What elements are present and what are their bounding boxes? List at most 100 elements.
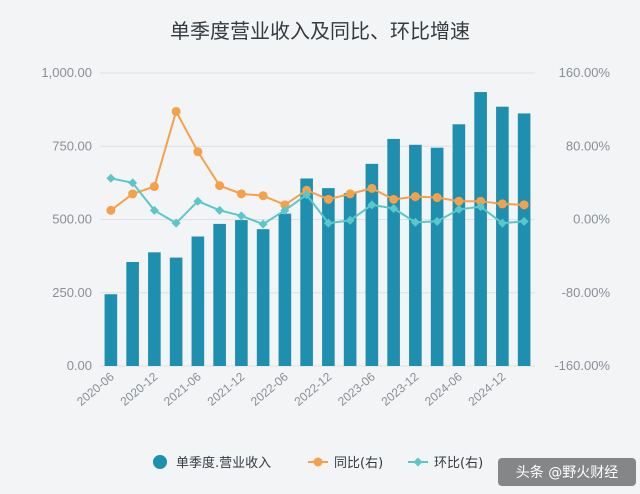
- right-tick-label: 80.00%: [566, 138, 611, 153]
- yoy-point: [476, 196, 486, 206]
- revenue-bar: [452, 124, 466, 367]
- qoq-point: [171, 218, 181, 228]
- yoy-point: [215, 181, 225, 191]
- qoq-point: [410, 217, 420, 227]
- revenue-bar: [278, 213, 292, 366]
- qoq-point: [236, 211, 246, 221]
- growth-lines: [106, 106, 529, 229]
- qoq-point: [454, 204, 464, 214]
- yoy-point: [236, 189, 246, 199]
- x-tick-label: 2020-06: [74, 369, 117, 408]
- qoq-point: [497, 218, 507, 228]
- revenue-bar: [148, 252, 161, 366]
- legend-marker-revenue: [153, 455, 167, 469]
- right-tick-label: -160.00%: [554, 358, 610, 373]
- chart-title: 单季度营业收入及同比、环比增速: [170, 19, 470, 43]
- yoy-point: [323, 194, 333, 204]
- left-tick-label: 500.00: [52, 212, 92, 227]
- yoy-point: [410, 192, 420, 202]
- x-tick-label: 2020-12: [118, 369, 161, 408]
- revenue-bar: [474, 92, 487, 367]
- qoq-point: [432, 216, 442, 226]
- legend-marker-qoq: [413, 457, 423, 467]
- revenue-bar: [517, 113, 531, 367]
- yoy-point: [432, 193, 442, 203]
- qoq-point: [215, 205, 225, 215]
- qoq-point: [149, 205, 159, 215]
- left-tick-label: 1,000.00: [41, 65, 92, 80]
- watermark: 头条 @野火财经: [498, 458, 636, 486]
- left-tick-label: 0.00: [67, 358, 92, 373]
- yoy-point: [497, 199, 507, 209]
- revenue-bars: [104, 92, 531, 367]
- right-tick-label: 160.00%: [559, 65, 611, 80]
- legend-label: 同比(右): [334, 456, 383, 471]
- x-tick-label: 2022-12: [292, 369, 335, 408]
- x-axis-ticks: 2020-06 2020-12 2021-06 2021-12 2022-06 2022-…: [74, 369, 508, 408]
- qoq-point: [345, 215, 355, 225]
- qoq-point: [193, 196, 203, 206]
- revenue-bar: [126, 261, 139, 366]
- yoy-point: [367, 183, 377, 193]
- legend-marker-yoy: [313, 457, 323, 467]
- qoq-point: [280, 205, 290, 215]
- yoy-point: [280, 200, 290, 210]
- yoy-point: [345, 189, 355, 199]
- qoq-point: [476, 202, 486, 212]
- revenue-bar: [191, 236, 205, 366]
- yoy-point: [149, 182, 159, 192]
- left-tick-label: 250.00: [52, 285, 92, 300]
- x-tick-label: 2024-06: [422, 369, 465, 408]
- qoq-point: [302, 190, 312, 200]
- revenue-bar: [409, 144, 422, 366]
- yoy-point: [302, 185, 312, 195]
- revenue-bar: [496, 106, 509, 366]
- yoy-point: [128, 189, 138, 199]
- x-tick-label: 2023-12: [379, 369, 422, 408]
- qoq-point: [389, 204, 399, 214]
- yoy-point: [171, 106, 181, 116]
- yoy-point: [519, 200, 529, 210]
- yoy-point: [258, 191, 268, 201]
- revenue-bar: [322, 188, 335, 366]
- watermark-text: 头条 @野火财经: [516, 464, 618, 481]
- qoq-point: [258, 219, 268, 229]
- legend-label: 单季度.营业收入: [176, 455, 271, 471]
- watermark-background: [498, 458, 636, 486]
- revenue-bar: [104, 294, 118, 366]
- right-tick-label: 0.00%: [573, 212, 610, 227]
- qoq-line: [110, 177, 525, 226]
- gridlines: [100, 72, 535, 367]
- revenue-bar: [256, 229, 270, 366]
- revenue-bar: [213, 223, 226, 366]
- right-tick-label: -80.00%: [562, 285, 611, 300]
- qoq-point: [367, 200, 377, 210]
- qoq-point: [323, 218, 333, 228]
- revenue-bar: [430, 147, 444, 366]
- left-tick-label: 750.00: [52, 138, 92, 153]
- revenue-bar: [365, 163, 379, 366]
- legend-label: 环比(右): [434, 456, 483, 471]
- qoq-point: [128, 178, 138, 188]
- revenue-bar: [387, 138, 400, 366]
- x-tick-label: 2022-06: [248, 369, 291, 408]
- revenue-bar: [169, 257, 183, 366]
- x-tick-label: 2021-12: [205, 369, 248, 408]
- x-tick-label: 2023-06: [335, 369, 378, 408]
- revenue-bar: [300, 178, 313, 366]
- revenue-bar: [343, 193, 357, 366]
- qoq-point: [519, 216, 529, 226]
- legend: 单季度.营业收入 同比(右) 环比(右): [153, 455, 483, 471]
- yoy-point: [106, 205, 116, 215]
- qoq-point: [106, 173, 116, 183]
- right-axis-ticks: -160.00% -80.00% 0.00% 80.00% 160.00%: [554, 65, 610, 373]
- x-tick-label: 2021-06: [161, 369, 204, 408]
- yoy-point: [193, 147, 203, 157]
- left-axis-ticks: 0.00 250.00 500.00 750.00 1,000.00: [41, 65, 92, 373]
- x-tick-label: 2024-12: [466, 369, 509, 408]
- yoy-point: [454, 196, 464, 206]
- yoy-point: [389, 194, 399, 204]
- revenue-bar: [235, 220, 248, 366]
